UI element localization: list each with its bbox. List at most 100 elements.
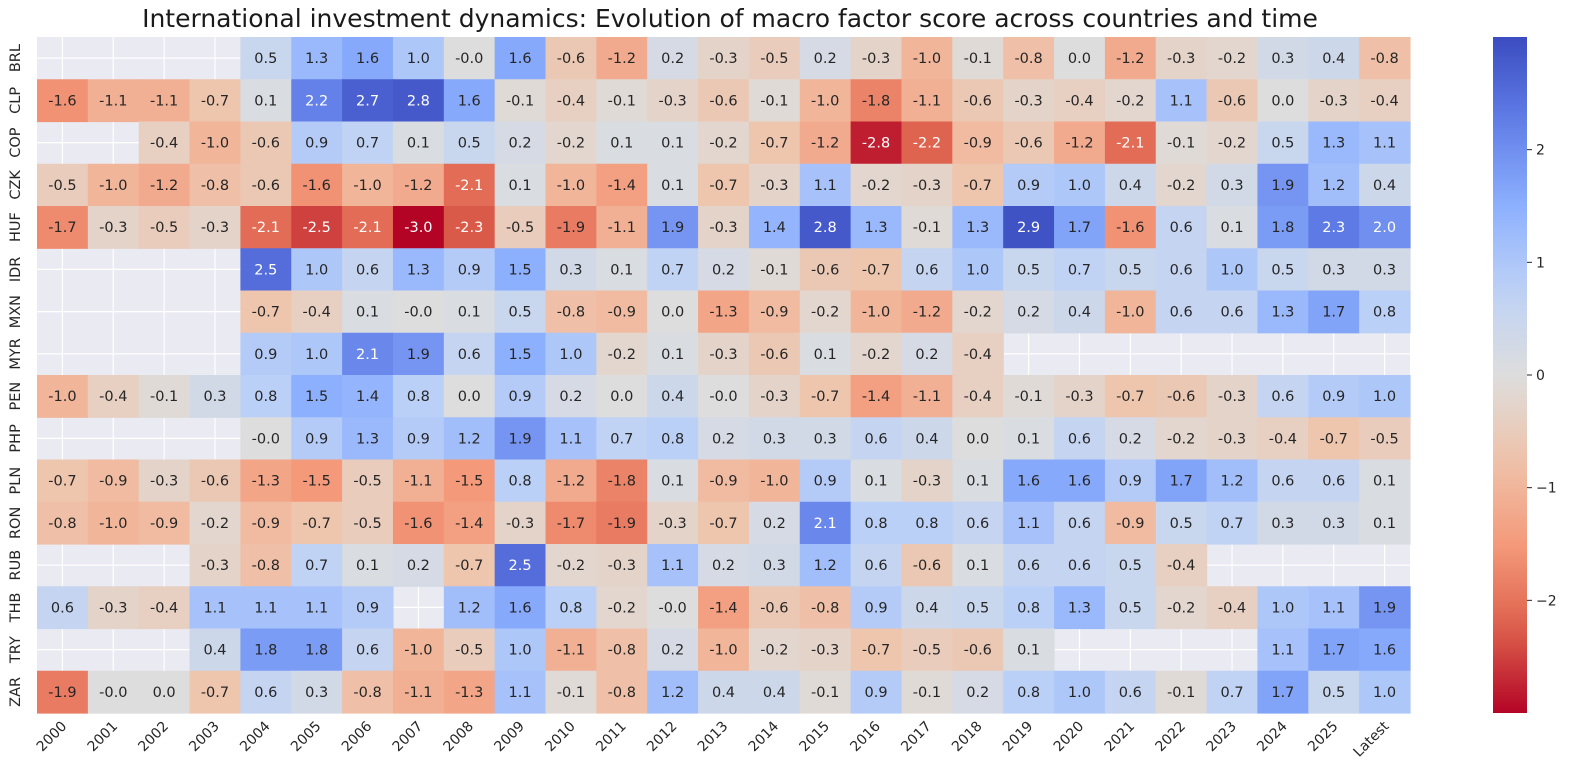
cell-value-label: 1.0 <box>1373 389 1396 405</box>
heatmap-cell <box>240 163 292 207</box>
heatmap-cell <box>1003 628 1055 672</box>
heatmap-cell <box>698 670 750 714</box>
heatmap-cell <box>1257 79 1309 123</box>
heatmap-cell <box>952 206 1004 249</box>
cell-value-label: -0.9 <box>1116 516 1144 532</box>
cell-value-label: -0.3 <box>150 474 178 490</box>
heatmap-cell <box>799 628 852 672</box>
cell-value-label: -0.7 <box>811 389 839 405</box>
cell-value-label: -0.2 <box>557 136 585 152</box>
cell-value-label: -0.3 <box>1320 93 1348 109</box>
cell-value-label: 0.1 <box>610 136 633 152</box>
x-tick-label: 2009 <box>491 719 528 756</box>
cell-value-label: 0.1 <box>610 262 633 278</box>
cell-value-label: 1.5 <box>509 347 532 363</box>
heatmap-cell <box>494 375 547 418</box>
cell-value-label: 1.3 <box>1271 305 1294 321</box>
heatmap-cell <box>1054 121 1106 165</box>
cell-value-label: 0.1 <box>1017 643 1040 659</box>
heatmap-cell <box>443 121 496 165</box>
heatmap-cell <box>494 206 547 249</box>
cell-value-label: -1.2 <box>608 51 636 67</box>
x-tick-label: 2018 <box>949 719 986 756</box>
heatmap-cell <box>291 290 343 334</box>
cell-value-label: 0.1 <box>1373 474 1396 490</box>
heatmap-cell <box>647 79 699 123</box>
cell-value-label: -0.8 <box>557 305 585 321</box>
heatmap-cell <box>1104 586 1157 630</box>
heatmap-cell <box>901 290 953 334</box>
cell-value-label: -0.3 <box>608 558 636 574</box>
cell-value-label: -1.2 <box>404 178 432 194</box>
heatmap-cell <box>1359 37 1411 80</box>
cell-value-label: -0.5 <box>48 178 76 194</box>
heatmap-cell <box>392 37 445 80</box>
heatmap-cell <box>748 417 801 461</box>
cell-value-label: 1.9 <box>661 220 684 236</box>
cell-value-label: -0.8 <box>1014 51 1042 67</box>
cell-value-label: -0.6 <box>913 558 941 574</box>
heatmap-cell <box>291 459 343 503</box>
heatmap-cell <box>1054 586 1106 630</box>
heatmap-cell <box>87 375 140 418</box>
heatmap-cell <box>443 248 496 292</box>
cell-value-label: -1.6 <box>303 178 331 194</box>
heatmap-cell <box>494 248 547 292</box>
cell-value-label: 0.0 <box>610 389 633 405</box>
x-tick-label: 2024 <box>1254 718 1291 755</box>
cell-value-label: 0.7 <box>356 136 379 152</box>
cell-value-label: 0.1 <box>509 178 532 194</box>
cell-value-label: -0.1 <box>608 93 636 109</box>
heatmap-cell <box>596 459 648 503</box>
cell-value-label: 0.5 <box>1119 558 1142 574</box>
y-tick-label: COP <box>8 127 24 158</box>
cell-value-label: 0.4 <box>661 389 684 405</box>
heatmap-cell <box>647 37 699 80</box>
cell-value-label: -0.9 <box>964 136 992 152</box>
cell-value-label: 0.1 <box>661 136 684 152</box>
cell-value-label: -1.2 <box>1065 136 1093 152</box>
cell-value-label: -0.1 <box>760 93 788 109</box>
heatmap-cell <box>1308 670 1360 714</box>
heatmap-cell <box>291 375 343 418</box>
cell-value-label: 1.2 <box>1220 474 1243 490</box>
heatmap-cell <box>799 37 852 80</box>
cell-value-label: 1.8 <box>254 643 277 659</box>
cell-value-label: -0.6 <box>1218 93 1246 109</box>
heatmap-cell <box>850 248 903 292</box>
heatmap-cell <box>189 459 242 503</box>
heatmap-cell <box>698 501 750 545</box>
heatmap-cell <box>850 501 903 545</box>
cell-value-label: 0.1 <box>661 178 684 194</box>
cell-value-label: 0.4 <box>763 685 786 701</box>
heatmap-cell <box>87 163 140 207</box>
cell-value-label: 0.8 <box>254 389 277 405</box>
heatmap-cell <box>748 206 801 249</box>
cell-value-label: -0.4 <box>150 600 178 616</box>
heatmap-cell <box>901 544 953 587</box>
heatmap-cell <box>443 628 496 672</box>
heatmap-cell <box>952 248 1004 292</box>
cell-labels: 0.5 1.3 1.6 1.0 -0.0 1.6 -0.6 -1.2 0.2 -0.3 -0.5 0.… <box>48 51 1398 701</box>
y-tick-label: THB <box>8 593 24 624</box>
cell-value-label: 0.5 <box>1119 262 1142 278</box>
cell-value-label: 2.7 <box>356 93 379 109</box>
heatmap-cell <box>342 417 394 461</box>
heatmap-cell <box>240 290 292 334</box>
heatmap-cell <box>392 79 445 123</box>
cell-value-label: 1.0 <box>1373 685 1396 701</box>
heatmap-cell <box>1359 375 1411 418</box>
heatmap-cell <box>240 375 292 418</box>
cell-value-label: 0.0 <box>1271 93 1294 109</box>
heatmap-cell <box>698 332 750 376</box>
heatmap-cell <box>952 586 1004 630</box>
heatmap-cell <box>392 290 445 334</box>
cell-value-label: -0.2 <box>1167 600 1195 616</box>
heatmap-cell <box>443 163 496 207</box>
y-tick-label: HUF <box>8 212 24 242</box>
heatmap-cell <box>240 121 292 165</box>
heatmap-cell <box>748 586 801 630</box>
cell-value-label: -0.4 <box>150 136 178 152</box>
cell-value-label: -1.3 <box>455 685 483 701</box>
cell-value-label: -0.3 <box>709 51 737 67</box>
